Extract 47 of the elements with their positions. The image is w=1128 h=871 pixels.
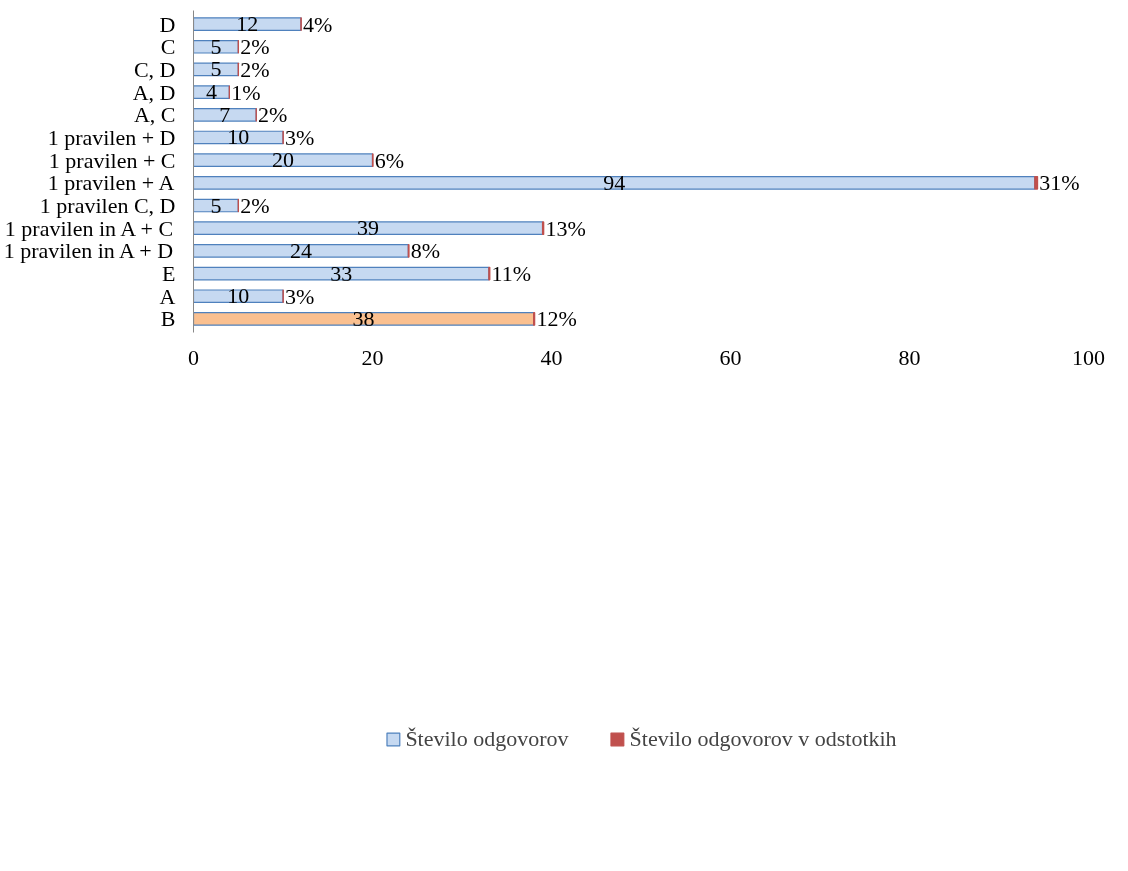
data-label: 5 [210,192,222,218]
data-label: 5 [210,56,222,82]
legend-label: Število odgovorov [405,725,569,752]
data-label: 2% [258,102,288,128]
x-tick-label: 20 [361,344,384,370]
data-label: 31% [1039,170,1080,196]
bar [193,312,535,326]
data-label: 4 [205,79,217,105]
data-label: 3% [285,283,315,309]
bar [193,107,257,122]
data-label: 24 [289,237,312,263]
data-label: 10 [227,124,250,150]
data-label: 12 [236,11,259,37]
y-tick-label: D [159,11,176,37]
x-tick-label: 100 [1072,344,1105,370]
data-label: 2% [240,193,270,219]
data-label: 13% [545,215,586,241]
data-label: 38 [352,305,375,331]
bar [193,244,409,258]
data-label: 39 [357,215,380,241]
y-tick-label: B [160,306,176,332]
bar [193,266,490,281]
data-label: 94 [603,169,626,195]
bar [193,153,374,167]
data-label: 3% [285,124,315,150]
data-label: 11% [491,261,532,287]
bar [193,289,284,304]
data-label: 4% [303,11,333,37]
bar [1034,176,1039,190]
bar [193,221,544,236]
y-tick-label: 1 pravilen + D [47,124,176,150]
data-label: 7 [219,101,231,127]
x-tick-label: 0 [188,344,199,370]
data-label: 1% [231,79,261,105]
data-label: 8% [410,238,441,264]
data-label: 10 [227,283,250,309]
bar [193,17,302,31]
x-tick-label: 80 [898,344,921,370]
bar [193,176,1036,190]
legend-label: Število odgovorov v odstotkih [629,725,897,752]
data-label: 33 [330,260,353,286]
data-label: 20 [272,147,294,173]
data-label: 6% [374,147,405,173]
data-label: 5 [210,33,222,59]
x-tick-label: 60 [719,344,742,370]
x-tick-label: 40 [540,344,563,370]
data-label: 12% [536,306,577,332]
